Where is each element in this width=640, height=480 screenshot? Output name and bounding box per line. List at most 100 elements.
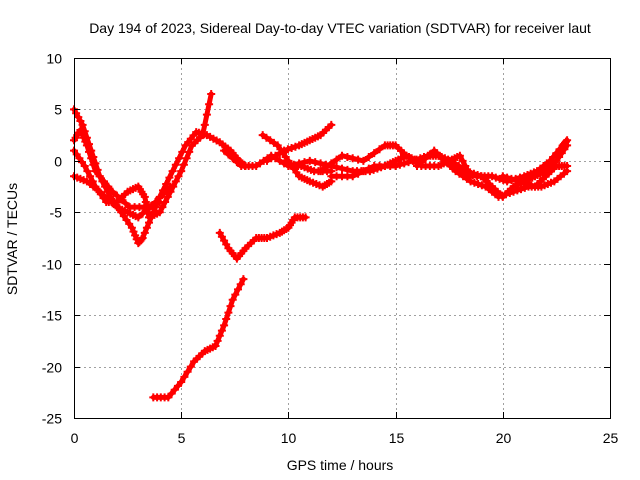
data-point [205, 100, 214, 109]
data-point [177, 167, 186, 176]
data-point [284, 162, 293, 170]
data-point [87, 154, 96, 163]
data-point [239, 275, 248, 284]
data-point [104, 195, 113, 204]
data-point [502, 190, 510, 199]
data-point [327, 159, 336, 168]
data-point [408, 156, 417, 165]
data-point [327, 120, 336, 129]
data-point [275, 149, 284, 158]
data-point [519, 178, 528, 187]
data-point [174, 172, 183, 181]
data-point [395, 160, 404, 169]
data-point [391, 162, 400, 170]
data-point [166, 182, 175, 191]
data-point [86, 172, 95, 181]
y-tick-label: -20 [42, 360, 62, 376]
data-point [291, 142, 300, 151]
data-point [488, 172, 497, 181]
data-point [220, 146, 229, 155]
x-tick-label: 25 [603, 430, 619, 446]
data-point [180, 372, 189, 381]
y-tick-label: 10 [46, 51, 62, 67]
x-tick-label: 0 [71, 430, 79, 446]
data-point [140, 228, 149, 237]
data-point [177, 378, 186, 386]
data-point [338, 151, 346, 160]
data-point [182, 154, 191, 163]
data-point [231, 290, 240, 299]
data-point [354, 155, 363, 164]
y-tick-label: -15 [42, 308, 62, 324]
data-point [338, 164, 346, 173]
data-point [477, 181, 486, 190]
data-point [85, 147, 93, 156]
data-point [100, 191, 108, 200]
data-point [217, 326, 226, 335]
data-point [509, 187, 518, 196]
data-point [354, 169, 363, 178]
data-point [348, 154, 357, 163]
data-point [226, 302, 235, 311]
data-point [470, 178, 479, 187]
data-point [91, 167, 100, 176]
data-point [523, 180, 532, 188]
data-point [421, 154, 430, 163]
data-point [236, 280, 245, 289]
data-point [234, 285, 242, 294]
data-point [117, 195, 126, 204]
data-point [280, 159, 289, 168]
data-point [200, 120, 209, 129]
data-point [300, 158, 309, 167]
data-point [178, 147, 187, 156]
y-tick-label: 5 [54, 102, 62, 118]
data-point [455, 167, 464, 176]
data-point [417, 158, 426, 167]
data-point [228, 295, 237, 304]
data-point [159, 190, 167, 199]
data-point [213, 336, 222, 345]
data-point [562, 137, 570, 146]
axis-ticks [74, 58, 611, 419]
series-arc-f [215, 213, 310, 263]
data-point [165, 173, 174, 182]
data-point [100, 177, 108, 186]
data-point [364, 164, 373, 173]
series-arc-e [149, 275, 248, 402]
series-arc-o [498, 162, 572, 191]
y-tick-labels: -25 -20 -15 -10 -5 0 5 10 [42, 51, 62, 427]
data-point [434, 151, 443, 160]
data-point [280, 146, 289, 155]
x-tick-label: 15 [389, 430, 405, 446]
data-point [267, 154, 276, 163]
data-point [263, 156, 271, 165]
y-tick-label: -25 [42, 411, 62, 427]
data-point [425, 150, 434, 159]
data-point [155, 198, 164, 206]
data-point [222, 315, 231, 323]
data-point [370, 149, 379, 158]
y-tick-label: -10 [42, 257, 62, 273]
data-point [468, 171, 477, 179]
data-point [78, 129, 86, 138]
data-point [275, 156, 284, 165]
data-point [464, 169, 473, 178]
data-point [108, 187, 117, 196]
data-point [364, 153, 373, 161]
data-point [563, 136, 572, 145]
data-point [295, 159, 304, 168]
data-point [168, 167, 177, 176]
data-point [494, 192, 503, 201]
data-point [404, 158, 413, 167]
data-point [359, 156, 368, 165]
data-point [505, 189, 514, 197]
data-point [179, 160, 188, 169]
grid [74, 58, 610, 418]
data-point [316, 167, 325, 176]
data-point [311, 158, 320, 167]
series-arc-i [263, 120, 336, 165]
data-point [82, 141, 91, 150]
data-point [95, 172, 104, 181]
data-point [162, 186, 171, 195]
data-point [186, 362, 195, 371]
